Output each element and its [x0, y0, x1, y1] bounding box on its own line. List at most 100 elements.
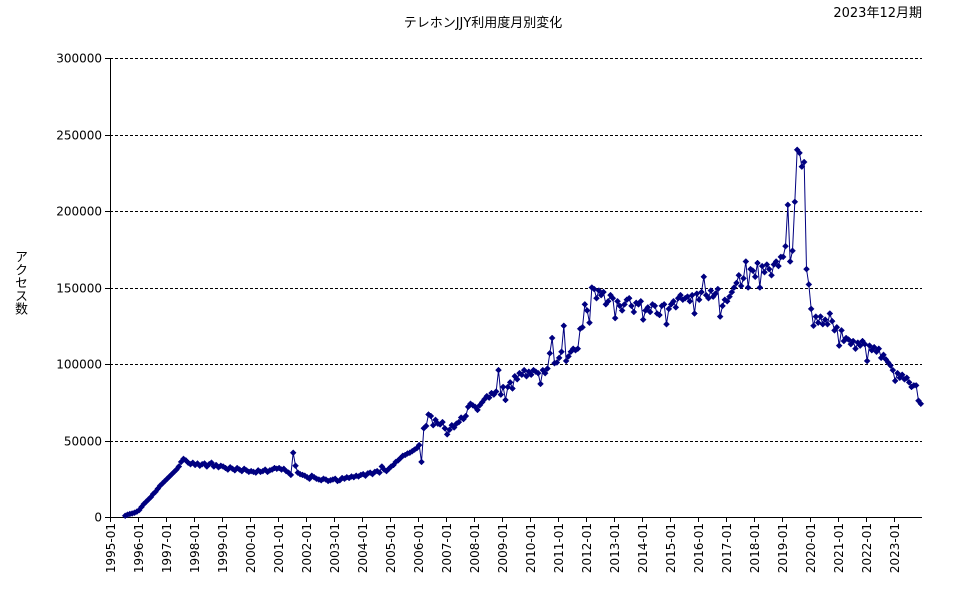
- data-point: [812, 313, 820, 320]
- data-point: [574, 345, 582, 353]
- data-point: [903, 374, 911, 382]
- data-point: [630, 308, 638, 316]
- data-point: [817, 313, 824, 320]
- data-point: [553, 359, 561, 366]
- data-point: [691, 310, 698, 317]
- data-point: [800, 158, 808, 166]
- series-access-count: [121, 146, 925, 520]
- data-point: [852, 345, 859, 353]
- data-point: [560, 322, 568, 330]
- data-point: [826, 310, 834, 317]
- data-point: [698, 288, 705, 296]
- data-point: [772, 258, 780, 265]
- data-point: [887, 362, 894, 369]
- data-point: [744, 284, 752, 291]
- data-point: [506, 379, 514, 386]
- data-point: [677, 291, 684, 299]
- x-tick-label: 2005-01: [384, 523, 398, 573]
- data-point: [700, 273, 708, 281]
- data-point: [835, 342, 843, 349]
- data-point: [509, 385, 516, 392]
- data-point: [562, 357, 570, 365]
- x-tick-label: 2023-01: [888, 523, 902, 573]
- data-point: [446, 426, 453, 434]
- data-point: [765, 265, 773, 273]
- data-point: [637, 297, 645, 305]
- data-point: [789, 247, 796, 255]
- y-axis-label: アクセス数: [12, 250, 27, 315]
- x-tick-label: 2014-01: [636, 523, 650, 573]
- data-point: [821, 316, 829, 323]
- data-point: [751, 273, 759, 281]
- data-point: [586, 319, 593, 327]
- x-tick-label: 2011-01: [552, 523, 566, 573]
- data-point: [737, 282, 745, 290]
- data-point: [544, 365, 551, 372]
- data-point: [618, 307, 626, 314]
- data-point: [604, 297, 612, 305]
- data-point: [418, 458, 425, 466]
- y-tick-label: 50000: [64, 435, 102, 449]
- x-tick-label: 2013-01: [608, 523, 622, 573]
- x-tick-label: 1995-01: [104, 523, 118, 573]
- data-point: [289, 449, 297, 457]
- data-point: [805, 281, 813, 288]
- data-point: [558, 348, 565, 356]
- series-line: [124, 148, 922, 517]
- data-point: [891, 377, 899, 385]
- data-point: [810, 322, 817, 330]
- data-point: [863, 357, 871, 365]
- data-point: [912, 382, 920, 389]
- data-point: [733, 279, 740, 287]
- data-point: [579, 323, 586, 331]
- x-tick-label: 1999-01: [216, 523, 230, 573]
- data-point: [707, 287, 715, 294]
- x-tick-label: 2017-01: [720, 523, 734, 573]
- data-point: [485, 394, 493, 402]
- data-point: [175, 463, 183, 470]
- data-point: [427, 412, 435, 420]
- data-point: [541, 369, 549, 377]
- data-point: [889, 366, 897, 374]
- data-point: [763, 261, 771, 268]
- data-point: [527, 371, 535, 379]
- data-point: [656, 311, 663, 319]
- x-tick-label: 2007-01: [440, 523, 454, 573]
- data-point: [581, 300, 589, 308]
- data-point: [898, 371, 906, 379]
- data-point: [726, 293, 733, 301]
- gridlines: [110, 58, 922, 442]
- y-tick-label: 200000: [56, 205, 102, 219]
- data-point: [565, 352, 572, 360]
- data-point: [292, 462, 299, 470]
- axes: [110, 58, 922, 518]
- data-point: [534, 369, 542, 377]
- data-point: [786, 258, 794, 265]
- data-point: [443, 431, 451, 438]
- data-point: [828, 317, 836, 325]
- data-point: [833, 323, 841, 331]
- x-tick-label: 1996-01: [132, 523, 146, 573]
- y-tick-label: 100000: [56, 358, 102, 372]
- data-point: [502, 396, 509, 404]
- data-point: [775, 262, 782, 270]
- data-point: [807, 305, 815, 313]
- data-point: [614, 297, 621, 305]
- data-point: [646, 308, 654, 316]
- data-point: [628, 302, 635, 310]
- data-point: [735, 271, 743, 279]
- x-tick-label: 2012-01: [580, 523, 594, 573]
- data-point: [593, 294, 600, 302]
- chart-title: テレホンJJY利用度月別変化: [404, 15, 563, 31]
- y-tick-label: 150000: [56, 282, 102, 296]
- x-tick-label: 1997-01: [160, 523, 174, 573]
- data-point: [415, 441, 423, 449]
- data-point: [756, 284, 764, 291]
- x-tick-label: 2002-01: [300, 523, 314, 573]
- data-point: [583, 307, 591, 314]
- data-point: [782, 242, 789, 250]
- data-point: [663, 320, 670, 328]
- data-point: [625, 294, 633, 302]
- data-point: [905, 379, 913, 386]
